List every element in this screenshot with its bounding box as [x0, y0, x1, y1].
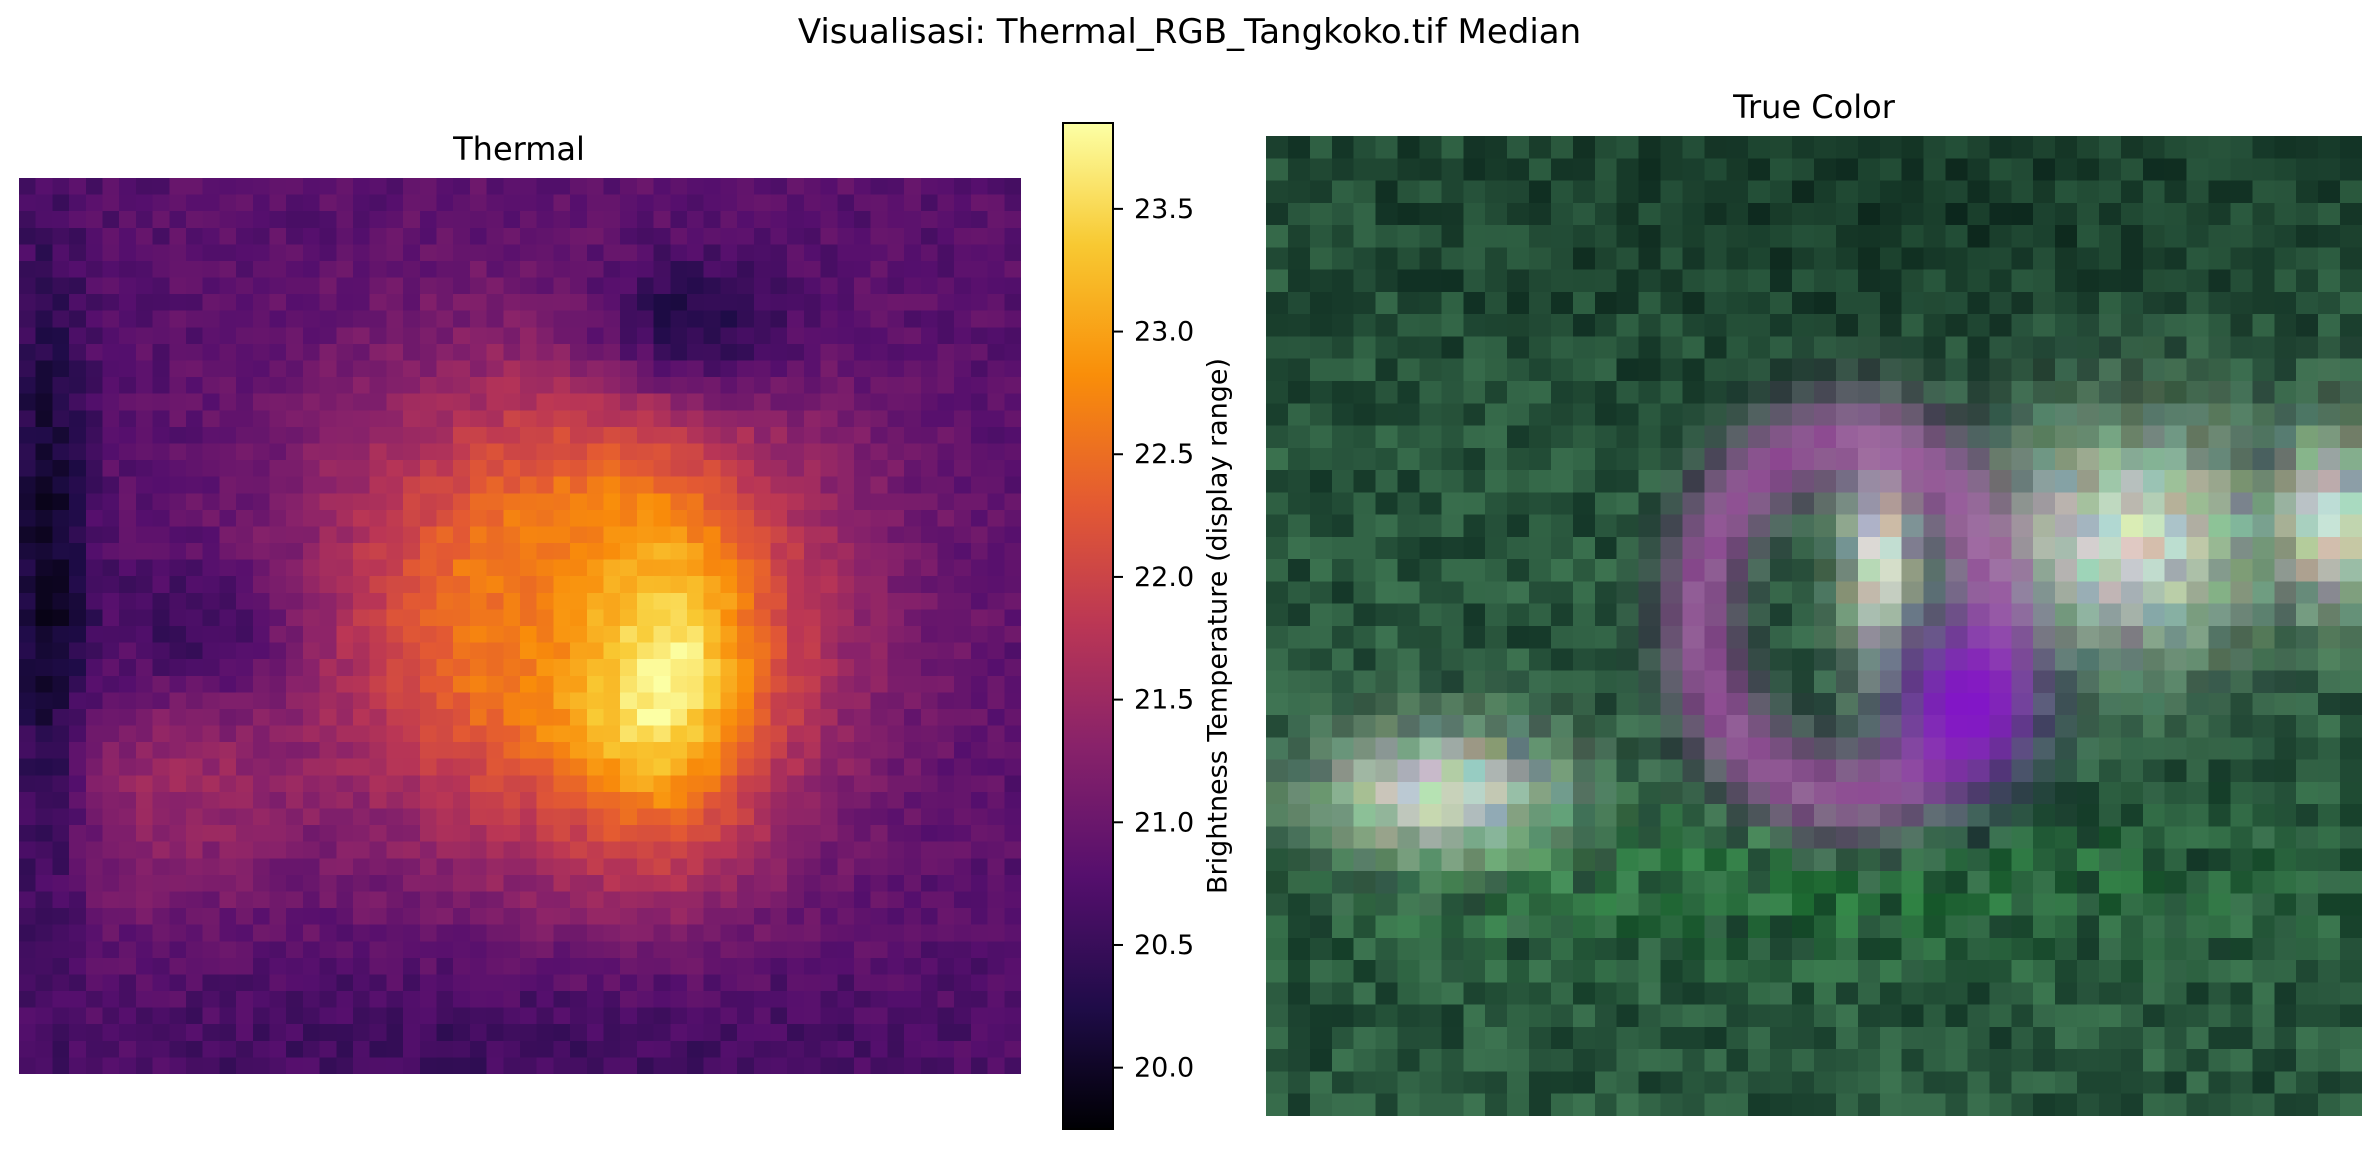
- colorbar-tick-label: 23.5: [1134, 194, 1194, 225]
- figure-title: Visualisasi: Thermal_RGB_Tangkoko.tif Me…: [797, 12, 1582, 52]
- colorbar-label: Brightness Temperature (display range): [1202, 357, 1234, 895]
- colorbar-tick-label: 23.0: [1134, 317, 1194, 348]
- colorbar-tick-label: 22.0: [1134, 562, 1194, 593]
- colorbar-tick-label: 20.5: [1134, 930, 1194, 961]
- thermal-heatmap: [19, 178, 1021, 1074]
- thermal-panel-title: Thermal: [453, 130, 585, 168]
- colorbar-tick-label: 21.0: [1134, 807, 1194, 838]
- colorbar-tick-label: 21.5: [1134, 685, 1194, 716]
- true-color-image: [1266, 136, 2362, 1116]
- colorbar-tick-label: 22.5: [1134, 439, 1194, 470]
- colorbar: [1062, 122, 1114, 1130]
- true-color-panel-title: True Color: [1733, 88, 1895, 126]
- colorbar-tick-label: 20.0: [1134, 1053, 1194, 1084]
